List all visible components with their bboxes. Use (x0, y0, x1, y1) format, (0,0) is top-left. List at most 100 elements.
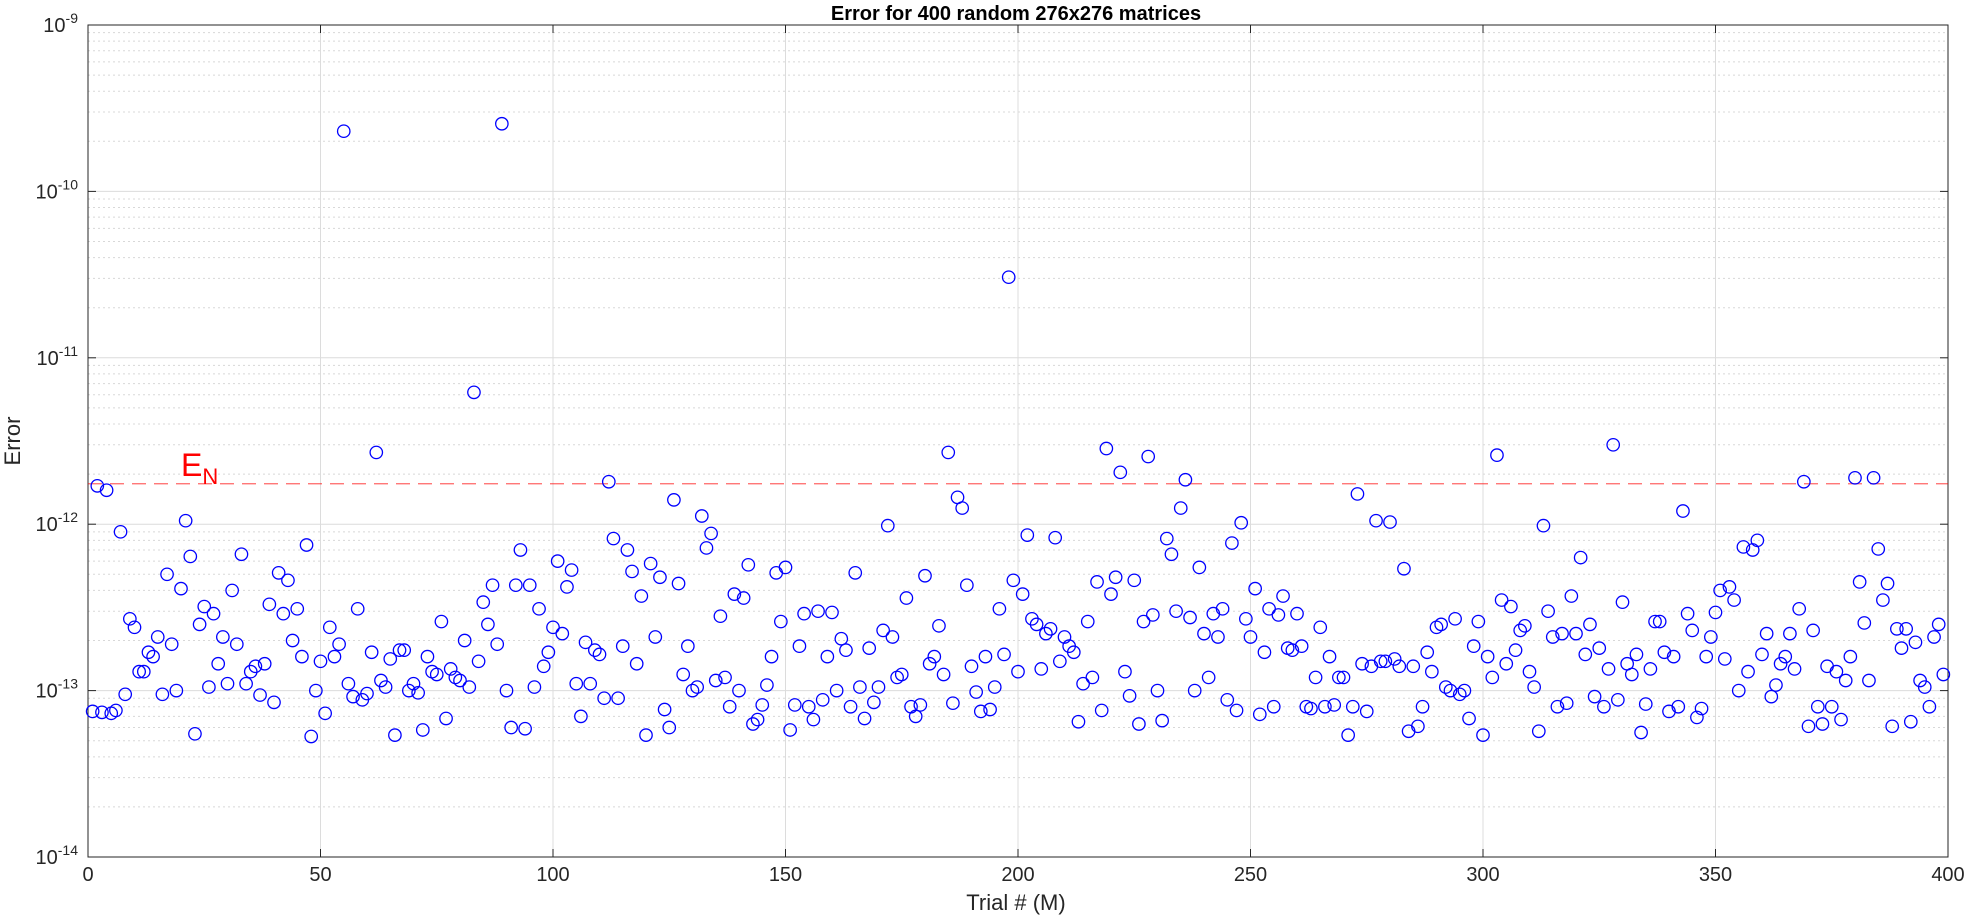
data-point (1727, 593, 1741, 607)
data-point (1801, 719, 1816, 734)
data-point (587, 643, 602, 658)
data-point (1229, 703, 1244, 718)
en-annotation: EN (181, 447, 218, 489)
data-point (639, 728, 653, 742)
data-point (1583, 617, 1597, 632)
data-point (1606, 437, 1621, 452)
data-point (536, 659, 551, 674)
data-point (1699, 649, 1714, 664)
data-point (890, 670, 904, 685)
data-point (1183, 610, 1197, 625)
data-point (271, 566, 286, 580)
data-point (1704, 630, 1718, 644)
data-point (815, 692, 830, 707)
data-point (643, 556, 658, 571)
data-point (1020, 528, 1035, 542)
data-point (1290, 606, 1304, 621)
data-point (467, 385, 481, 400)
data-point (1559, 696, 1574, 711)
data-point (1029, 617, 1044, 632)
data-point (829, 683, 844, 698)
data-point (1215, 601, 1230, 616)
data-point (783, 723, 798, 737)
data-point (1462, 711, 1476, 726)
data-point (104, 706, 119, 721)
data-point (401, 683, 416, 698)
data-point (146, 649, 160, 664)
data-point (1104, 587, 1118, 601)
data-point (964, 659, 979, 674)
data-point (615, 639, 630, 653)
data-point (1899, 622, 1914, 636)
data-point (406, 676, 421, 691)
data-point (1001, 270, 1016, 285)
data-point (839, 643, 853, 658)
data-point (1857, 616, 1872, 630)
data-point (322, 620, 337, 635)
data-point (620, 543, 635, 557)
data-point (611, 691, 625, 706)
data-point (760, 678, 774, 692)
data-point (1927, 630, 1941, 644)
y-tick-label: 10-14 (36, 842, 79, 869)
data-point (1294, 639, 1309, 653)
x-tick-label: 150 (769, 864, 802, 886)
data-point (653, 570, 667, 585)
data-point (648, 630, 663, 644)
data-point (118, 687, 133, 702)
data-point (206, 606, 221, 621)
data-point (667, 493, 681, 507)
data-point (1890, 622, 1904, 636)
data-point (1666, 649, 1681, 664)
data-point (1155, 713, 1170, 728)
data-point (894, 667, 909, 682)
data-point (704, 526, 718, 541)
data-point (1225, 536, 1239, 550)
data-point (113, 524, 128, 539)
data-point (1169, 604, 1183, 619)
data-point (987, 680, 1002, 694)
data-point (736, 591, 751, 605)
data-point (327, 649, 342, 664)
data-point (1657, 645, 1672, 660)
data-point (1531, 724, 1546, 739)
data-point (123, 611, 137, 626)
data-point (1522, 664, 1537, 679)
data-point (443, 662, 458, 676)
data-point (1438, 680, 1453, 694)
data-point (1545, 630, 1560, 644)
data-point (1936, 667, 1951, 682)
data-point (1731, 683, 1746, 698)
data-point (313, 654, 328, 669)
data-point (127, 620, 142, 635)
data-point (1090, 575, 1104, 589)
data-point (1755, 647, 1769, 662)
data-point (820, 649, 835, 664)
data-point (1099, 441, 1114, 456)
data-point (90, 479, 105, 493)
data-point (1922, 699, 1937, 714)
data-point (843, 699, 858, 714)
data-point (871, 680, 886, 694)
data-point (773, 614, 788, 629)
data-point (1573, 550, 1588, 565)
data-point (1443, 683, 1458, 698)
data-point (885, 630, 900, 644)
data-point (499, 683, 514, 698)
data-point (1397, 561, 1411, 576)
data-point (462, 680, 477, 694)
data-point (1597, 699, 1611, 714)
data-point (308, 683, 323, 698)
data-point (1345, 699, 1360, 714)
data-point (1648, 614, 1662, 629)
data-point (532, 601, 546, 616)
data-point (834, 631, 849, 646)
data-point (1252, 707, 1267, 722)
data-point (1164, 547, 1179, 562)
x-tick-label: 300 (1466, 864, 1499, 886)
data-point (392, 643, 407, 658)
data-point (1680, 606, 1695, 621)
data-point (550, 554, 565, 568)
data-point (1159, 531, 1174, 546)
data-point (522, 578, 537, 593)
